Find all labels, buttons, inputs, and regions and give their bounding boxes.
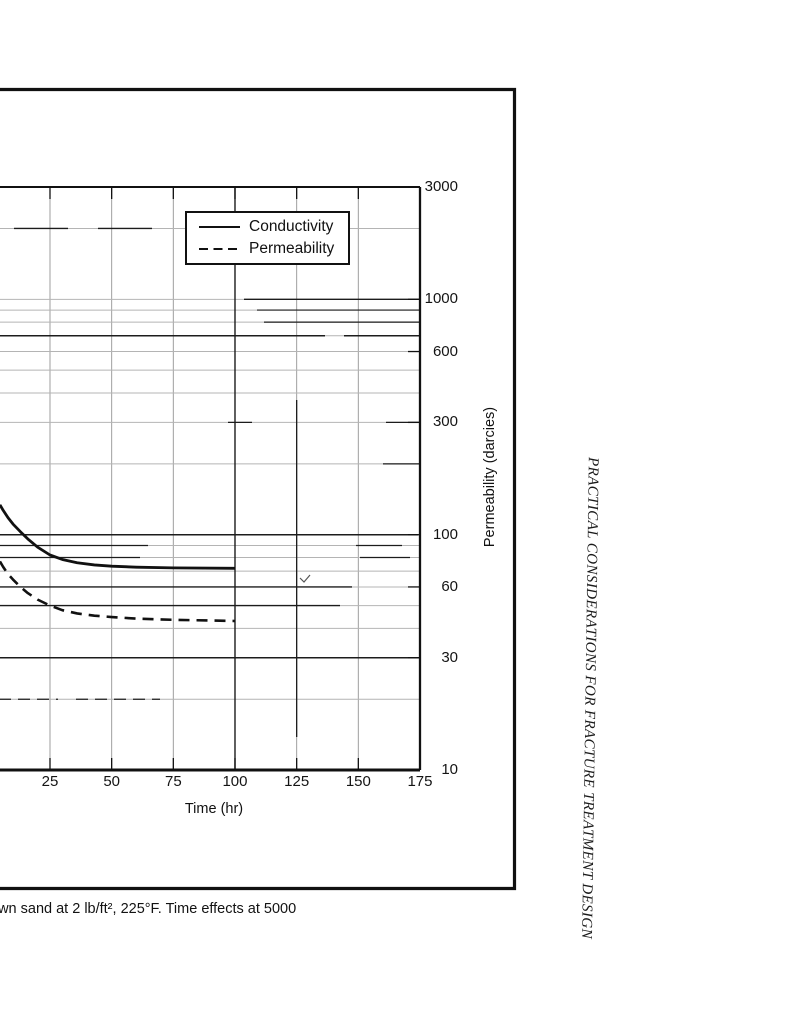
x-axis-title: Time (hr) <box>184 801 244 817</box>
dashed-line-swatch <box>199 247 240 251</box>
x-tick-label-100: 100 <box>222 773 248 790</box>
y-tick-label-1000: 1000 <box>424 290 458 308</box>
figure-caption: own sand at 2 lb/ft², 225°F. Time effect… <box>0 901 297 917</box>
x-tick-label-150: 150 <box>345 773 371 790</box>
y-tick-label-30: 30 <box>441 648 458 666</box>
solid-line-swatch <box>199 225 240 229</box>
y-tick-label-3000: 3000 <box>424 178 458 195</box>
y-tick-label-60: 60 <box>441 577 458 595</box>
x-tick-label-50: 50 <box>103 773 120 790</box>
x-tick-label-125: 125 <box>284 773 310 790</box>
y-tick-label-10: 10 <box>441 761 458 779</box>
chart-legend: Conductivity Permeability <box>185 211 350 265</box>
y-tick-label-300: 300 <box>432 413 458 431</box>
x-tick-label-75: 75 <box>164 773 182 790</box>
y-tick-label-100: 100 <box>432 525 458 543</box>
y-tick-label-600: 600 <box>432 342 458 360</box>
legend-entry-conductivity: Conductivity <box>199 218 348 235</box>
y-axis-title: Permeability (darcies) <box>482 406 498 548</box>
x-tick-label-175: 175 <box>407 773 433 790</box>
legend-label-conductivity: Conductivity <box>249 218 334 235</box>
legend-label-permeability: Permeability <box>249 240 335 257</box>
x-tick-label-25: 25 <box>41 773 59 790</box>
legend-entry-permeability: Permeability <box>199 240 348 257</box>
